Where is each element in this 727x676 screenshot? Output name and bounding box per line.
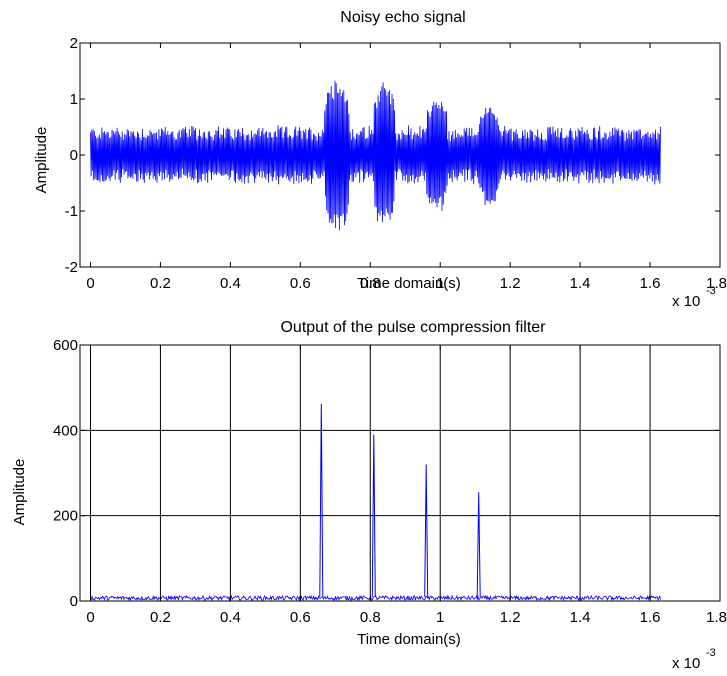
chart-title: Output of the pulse compression filter (280, 319, 546, 336)
x-tick-label: 1.2 (500, 609, 521, 626)
x-tick-label: 0 (86, 609, 94, 626)
x-tick-label: 1.4 (570, 275, 591, 292)
x-tick-label: 1 (436, 609, 444, 626)
chart-title: Noisy echo signal (340, 9, 465, 26)
y-tick-label: 0 (70, 593, 78, 610)
y-axis-label: Amplitude (33, 127, 50, 194)
y-tick-labels: 0 200 400 600 (53, 337, 78, 610)
plot-area (79, 344, 721, 602)
pulse-compression-chart: Output of the pulse compression filter 0… (11, 319, 727, 672)
x-tick-label: 0.2 (150, 609, 171, 626)
y-tick-label: 2 (70, 35, 78, 52)
y-tick-label: 0 (70, 147, 78, 164)
x-tick-label: 1 (436, 275, 444, 292)
x-tick-label: 0.8 (360, 275, 381, 292)
x-tick-label: 0.4 (220, 609, 241, 626)
x-tick-label: 0.4 (220, 275, 241, 292)
x-exponent-power: -3 (706, 285, 716, 297)
y-tick-label: -1 (65, 203, 78, 220)
x-tick-labels: 0 0.2 0.4 0.6 0.8 1 1.2 1.4 1.6 1.8 (86, 609, 727, 626)
x-tick-label: 0 (86, 275, 94, 292)
compression-peak (424, 464, 429, 597)
x-exponent-power: -3 (706, 647, 716, 659)
noisy-echo-chart: Noisy echo signal 0 0.2 0.4 0.6 0.8 1 1.2 1.4 1.… (33, 9, 727, 310)
x-tick-label: 0.6 (290, 275, 311, 292)
signal-line (90, 80, 661, 231)
noise-floor-line (90, 594, 661, 602)
x-tick-label: 1.8 (706, 609, 727, 626)
filter-output-series (90, 403, 661, 602)
x-tick-label: 0.6 (290, 609, 311, 626)
x-axis-label: Time domain(s) (357, 275, 461, 292)
axis-ticks (80, 42, 721, 268)
y-tick-labels: -2 -1 0 1 2 (65, 35, 78, 276)
x-tick-label: 1.8 (706, 275, 727, 292)
x-exponent-base: x 10 (672, 293, 700, 310)
y-tick-label: 1 (70, 91, 78, 108)
y-tick-label: 600 (53, 337, 78, 354)
axis-ticks (80, 344, 721, 602)
x-tick-label: 0.8 (360, 609, 381, 626)
compression-peak (371, 434, 376, 597)
y-tick-label: 200 (53, 508, 78, 525)
x-tick-label: 1.4 (570, 609, 591, 626)
y-tick-label: 400 (53, 422, 78, 439)
x-exponent-base: x 10 (672, 655, 700, 672)
signal-series (90, 80, 661, 231)
x-tick-label: 1.2 (500, 275, 521, 292)
x-tick-label: 0.2 (150, 275, 171, 292)
x-tick-label: 1.6 (640, 275, 661, 292)
y-tick-label: -2 (65, 259, 78, 276)
x-axis-label: Time domain(s) (357, 631, 461, 648)
y-axis-label: Amplitude (11, 459, 28, 526)
x-tick-label: 1.6 (640, 609, 661, 626)
x-tick-labels: 0 0.2 0.4 0.6 0.8 1 1.2 1.4 1.6 1.8 (86, 275, 727, 292)
compression-peak (476, 492, 481, 597)
grid-lines (80, 345, 720, 601)
compression-peak (319, 403, 324, 597)
